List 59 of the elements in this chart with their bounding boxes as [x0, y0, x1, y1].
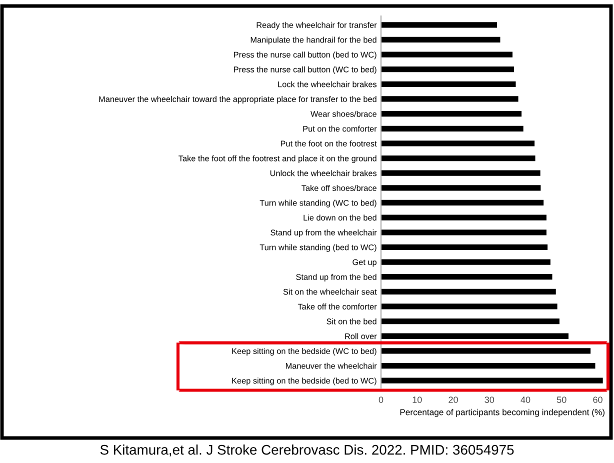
bar: [381, 111, 522, 117]
y-tick-label: Stand up from the wheelchair: [270, 229, 377, 238]
bar: [381, 185, 541, 191]
y-tick-label: Press the nurse call button (bed to WC): [234, 52, 376, 60]
y-tick-label: Take off the comforter: [298, 304, 377, 310]
y-tick-label: Stand up from the bed: [296, 274, 376, 282]
bar: [381, 230, 546, 236]
bar: [381, 244, 548, 250]
x-tick-label: 60: [593, 396, 602, 403]
bar: [381, 333, 569, 339]
y-tick-label: Turn while standing (WC to bed): [260, 200, 376, 208]
bar: [381, 318, 560, 324]
bar: [381, 52, 513, 58]
bar: [381, 155, 536, 162]
x-tick-label: 20: [448, 396, 458, 403]
y-tick-label: Ready the wheelchair for transfer: [256, 22, 377, 30]
x-axis-title: Percentage of participants becoming independent (%): [400, 408, 604, 417]
bar: [381, 378, 603, 384]
bar: [381, 66, 514, 72]
bar: [381, 348, 591, 354]
y-tick-label: Wear shoes/brace: [310, 110, 376, 117]
y-tick-label: Unlock the wheelchair brakes: [270, 170, 377, 176]
y-tick-label: Keep sitting on the bedside (WC to bed): [232, 348, 376, 356]
bar: [381, 259, 550, 265]
bar: [381, 22, 497, 28]
y-tick-label: Get up: [352, 259, 376, 267]
x-tick-label: 0: [378, 396, 384, 403]
text: S Kitamura,et al. J Stroke Cerebrovasc Dis. 2022. PMID: 36054975: [100, 444, 514, 456]
bar: [381, 288, 556, 294]
y-tick-label: Take off shoes/brace: [302, 184, 376, 191]
bar: [381, 362, 596, 369]
y-tick-label: Manipulate the handrail for the bed: [250, 36, 376, 44]
bar: [381, 126, 524, 132]
bar: [381, 200, 544, 206]
x-tick-label: 40: [520, 396, 530, 403]
y-tick-label: Sit on the wheelchair seat: [283, 288, 377, 295]
y-tick-label: Keep sitting on the bedside (bed to WC): [232, 378, 376, 386]
y-tick-label: Press the nurse call button (WC to bed): [234, 66, 376, 74]
y-tick-label: Maneuver the wheelchair toward the appropriate place for transfer to the bed: [99, 96, 376, 104]
bar: [381, 140, 535, 146]
bar: [381, 81, 516, 87]
y-tick-label: Sit on the bed: [326, 318, 376, 324]
y-tick-label: Maneuver the wheelchair: [286, 362, 377, 369]
bar: [381, 170, 540, 176]
x-tick-label: 50: [556, 396, 566, 403]
y-tick-label: Lie down on the bed: [304, 214, 376, 221]
y-tick-label: Take the foot off the footrest and place it on the ground: [178, 155, 376, 163]
y-tick-label: Lock the wheelchair brakes: [278, 81, 377, 88]
bar: [381, 96, 518, 102]
y-tick-label: Turn while standing (bed to WC): [260, 244, 376, 252]
y-tick-label: Roll over: [345, 333, 377, 340]
bar: [381, 304, 558, 310]
bar: [381, 214, 546, 220]
y-tick-label: Put on the comforter: [303, 126, 377, 132]
bar: [381, 274, 552, 280]
x-tick-label: 10: [412, 396, 422, 403]
x-tick-label: 30: [484, 396, 494, 403]
y-tick-label: Put the foot on the footrest: [280, 140, 377, 147]
bar: [381, 36, 500, 43]
